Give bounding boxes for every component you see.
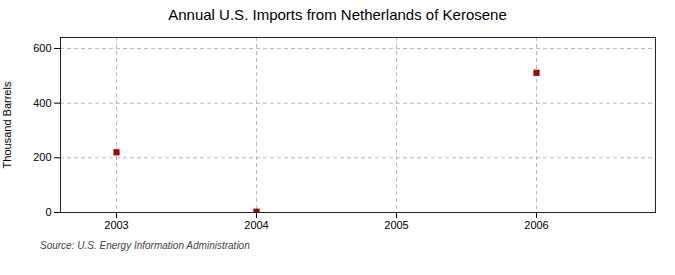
html-text:Source: U.S. Energy Informatio: Source: U.S. Energy Information Administ… [40, 240, 250, 251]
svg-text:2003: 2003 [104, 219, 128, 231]
svg-text:0: 0 [45, 206, 51, 218]
svg-text:Thousand Barrels: Thousand Barrels [1, 81, 13, 168]
svg-text:200: 200 [33, 151, 51, 163]
svg-text:2006: 2006 [524, 219, 548, 231]
html-text:Annual U.S. Imports from Nethe: Annual U.S. Imports from Netherlands of … [168, 6, 507, 23]
svg-text:400: 400 [33, 97, 51, 109]
svg-text:2004: 2004 [244, 219, 268, 231]
svg-text:2005: 2005 [384, 219, 408, 231]
svg-text:600: 600 [33, 42, 51, 54]
